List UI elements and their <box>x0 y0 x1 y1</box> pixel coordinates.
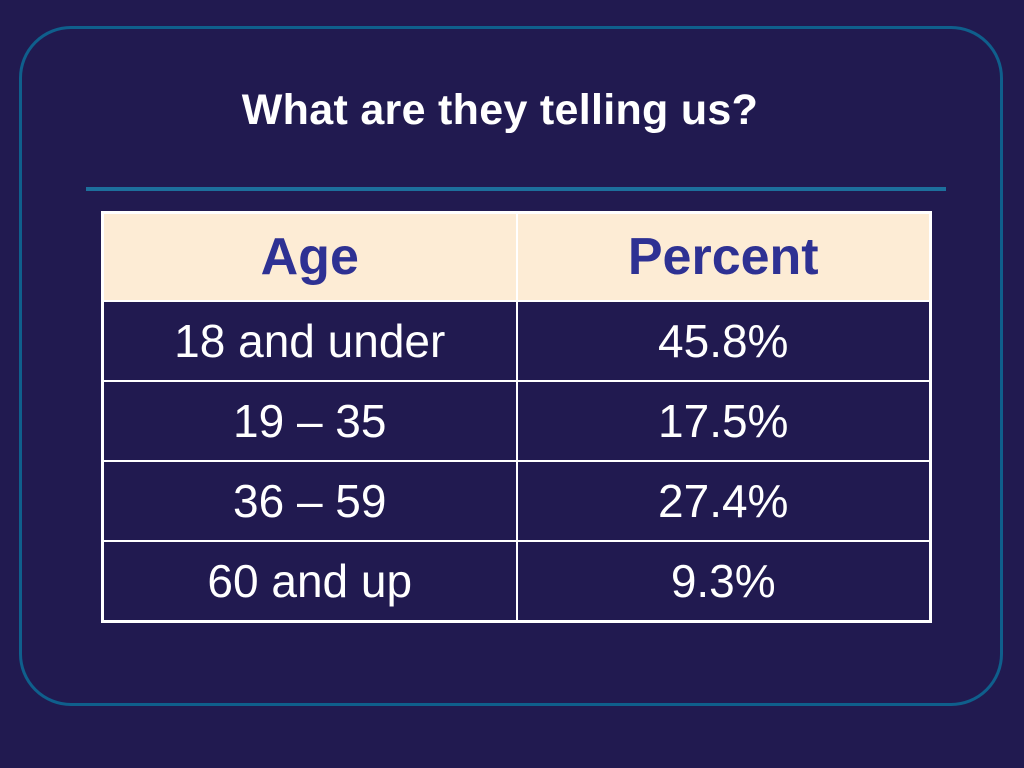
age-percent-table: Age Percent 18 and under 45.8% 19 – 35 1… <box>101 211 932 623</box>
table-row: 36 – 59 27.4% <box>101 460 932 542</box>
percent-cell: 27.4% <box>515 460 932 542</box>
table-header-row: Age Percent <box>101 211 932 302</box>
title-divider <box>86 187 946 191</box>
percent-cell: 45.8% <box>515 300 932 382</box>
slide-title: What are they telling us? <box>241 86 759 134</box>
header-percent: Percent <box>515 211 932 302</box>
percent-cell: 9.3% <box>515 540 932 623</box>
age-cell: 18 and under <box>101 300 518 382</box>
percent-cell: 17.5% <box>515 380 932 462</box>
age-cell: 19 – 35 <box>101 380 518 462</box>
header-age: Age <box>101 211 518 302</box>
table-row: 19 – 35 17.5% <box>101 380 932 462</box>
table-row: 18 and under 45.8% <box>101 300 932 382</box>
slide-frame <box>19 26 1003 706</box>
table-row: 60 and up 9.3% <box>101 540 932 623</box>
age-cell: 36 – 59 <box>101 460 518 542</box>
age-cell: 60 and up <box>101 540 518 623</box>
